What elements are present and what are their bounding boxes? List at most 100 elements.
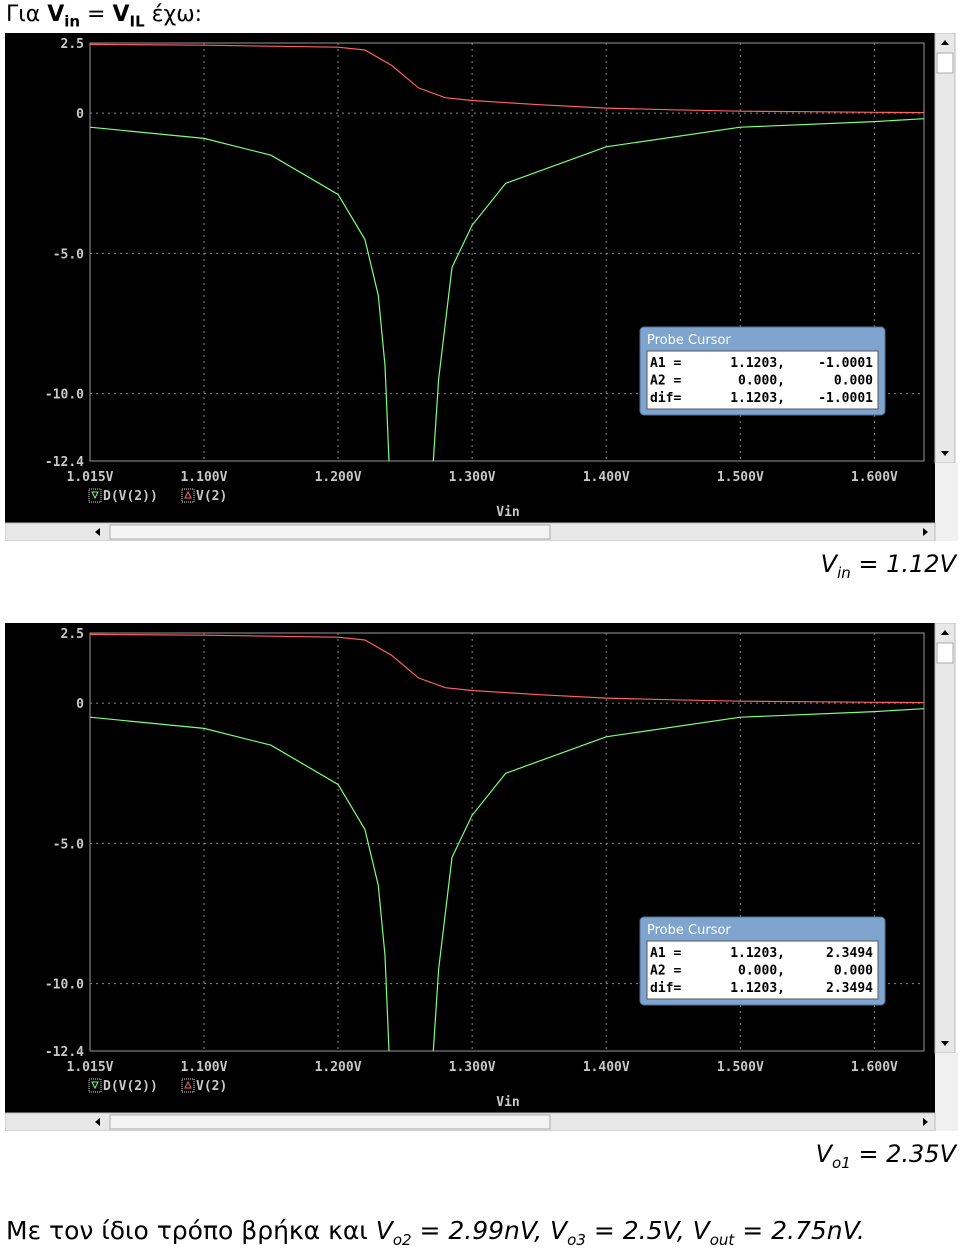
text: έχω: (144, 2, 203, 27)
subscript: o2 (392, 1231, 412, 1249)
text: V (820, 550, 838, 578)
cursor-panel (646, 940, 879, 1000)
subscript: out (709, 1231, 735, 1249)
scroll-arrow (941, 40, 949, 45)
cursor-title: Probe Cursor (647, 923, 731, 938)
scroll-arrow (923, 528, 928, 536)
cursor-cell: A2 = (650, 964, 681, 979)
plot-background (5, 33, 935, 523)
y-tick-label: 2.5 (61, 627, 84, 642)
subscript: in (64, 12, 81, 31)
scroll-arrow (941, 1041, 949, 1046)
y-tick-label: 0 (76, 107, 84, 122)
cursor-cell: A1 = (650, 946, 681, 961)
legend-box (88, 488, 102, 503)
subscript: in (837, 563, 851, 582)
y-tick-label: 2.5 (61, 37, 84, 52)
scroll-thumb (936, 642, 954, 664)
legend-box (181, 1078, 195, 1093)
cursor-cell: 1.1203, (730, 356, 785, 371)
x-tick-label: 1.400V (583, 1060, 630, 1075)
legend-label: V(2) (196, 489, 227, 504)
cursor-cell: 0.000 (834, 964, 873, 979)
subscript: IL (129, 12, 145, 31)
plot-window: 2.5 0 -5.0 -10.0 -12.41.015V 1.100V 1.200V 1.30… (5, 33, 958, 541)
plot-window: 2.5 0 -5.0 -10.0 -12.41.015V 1.100V 1.200V 1.30… (5, 623, 958, 1131)
scroll-thumb (936, 52, 954, 74)
scroll-arrow (923, 1118, 928, 1126)
x-tick-label: 1.500V (717, 470, 764, 485)
cursor-cell: -1.0001 (818, 356, 873, 371)
text: V (550, 1216, 568, 1245)
y-tick-label: -12.4 (45, 455, 84, 470)
legend-box (88, 1078, 102, 1093)
legend-label: V(2) (196, 1079, 227, 1094)
cursor-cell: 1.1203, (730, 391, 785, 406)
text: V (375, 1216, 393, 1245)
x-tick-label: 1.600V (851, 1060, 898, 1075)
cursor-cell: 1.1203, (730, 981, 785, 996)
x-tick-label: 1.300V (449, 1060, 496, 1075)
x-axis-label: Vin (496, 1095, 519, 1110)
x-tick-label: 1.400V (583, 470, 630, 485)
cursor-panel (646, 350, 879, 410)
x-tick-label: 1.100V (180, 470, 227, 485)
x-tick-label: 1.100V (180, 1060, 227, 1075)
y-tick-label: -12.4 (45, 1045, 84, 1060)
legend-symbol (184, 490, 192, 499)
legend-label: D(V(2)) (103, 1079, 158, 1094)
subscript: o1 (832, 1153, 851, 1172)
text: V (815, 1140, 833, 1168)
x-axis-label: Vin (496, 505, 519, 520)
text: = 2.99nV, (411, 1216, 551, 1245)
cursor-title: Probe Cursor (647, 333, 731, 348)
scroll-thumb (109, 524, 551, 540)
x-tick-label: 1.600V (851, 470, 898, 485)
scroll-arrow (941, 630, 949, 635)
scrollbar-filler (935, 463, 958, 541)
closing-text: Με τον ίδιο τρόπο βρήκα και Vo2 = 2.99nV… (6, 1216, 865, 1249)
cursor-cell: -1.0001 (818, 391, 873, 406)
series-line (89, 43, 925, 114)
legend-symbol (184, 1080, 192, 1089)
cursor-cell: 2.3494 (826, 946, 873, 961)
cursor-cell: 0.000, (738, 964, 785, 979)
text: = 1.12V (850, 550, 956, 578)
plot-frame (89, 42, 925, 462)
scroll-arrow (95, 1118, 100, 1126)
x-tick-label: 1.500V (717, 1060, 764, 1075)
y-tick-label: 0 (76, 697, 84, 712)
cursor-cell: 1.1203, (730, 946, 785, 961)
text: V (47, 2, 65, 27)
caption: Vin = 1.12V (821, 550, 956, 582)
legend-symbol (91, 1081, 99, 1090)
cursor-cell: dif= (650, 391, 681, 406)
y-tick-label: -5.0 (53, 247, 84, 262)
text: = 2.5V, (585, 1216, 693, 1245)
x-tick-label: 1.200V (315, 1060, 362, 1075)
cursor-cell: dif= (650, 981, 681, 996)
text: V (112, 2, 130, 27)
y-tick-label: -10.0 (45, 978, 84, 993)
text: = 2.75nV. (734, 1216, 865, 1245)
text: Με τον ίδιο τρόπο βρήκα και (6, 1216, 376, 1245)
text: = 2.35V (850, 1140, 956, 1168)
x-tick-label: 1.300V (449, 470, 496, 485)
cursor-cell: 0.000, (738, 374, 785, 389)
cursor-cell: 2.3494 (826, 981, 873, 996)
legend-box (181, 488, 195, 503)
subscript: o3 (567, 1231, 586, 1249)
scrollbar-filler (935, 1053, 958, 1131)
text: = (80, 2, 113, 27)
vertical-scrollbar (934, 33, 956, 464)
plot-frame (89, 632, 925, 1052)
plot-background (5, 623, 935, 1113)
cursor-cell: A2 = (650, 374, 681, 389)
text: V (692, 1216, 710, 1245)
y-tick-label: -5.0 (53, 837, 84, 852)
x-tick-label: 1.200V (315, 470, 362, 485)
legend-symbol (91, 491, 99, 500)
scroll-arrow (941, 451, 949, 456)
text: Για (6, 2, 48, 27)
